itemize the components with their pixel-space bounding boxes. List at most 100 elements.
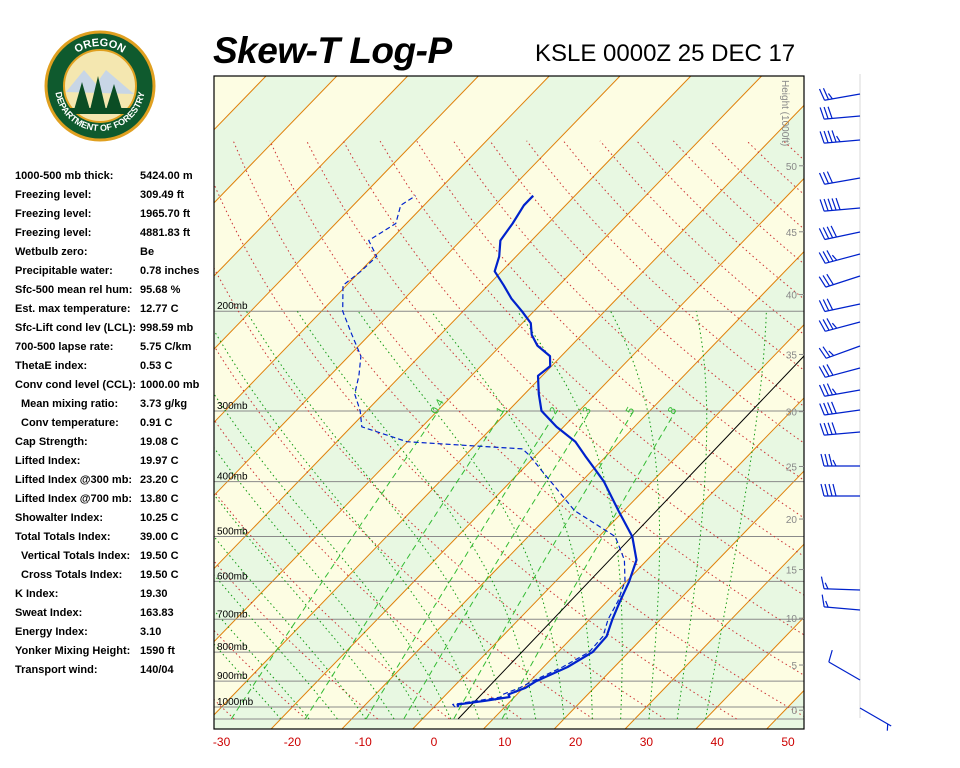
isotherm bbox=[838, 76, 960, 729]
index-value: 998.59 mb bbox=[140, 322, 194, 334]
wind-barb-feather bbox=[818, 276, 827, 288]
index-label: Showalter Index: bbox=[15, 512, 104, 524]
dry-adiabat bbox=[820, 141, 960, 719]
isotherm bbox=[553, 470, 804, 729]
isotherm bbox=[0, 76, 124, 729]
height-tick-label: 40 bbox=[786, 291, 798, 302]
wind-barb-staff bbox=[828, 661, 861, 681]
wind-barb-feather bbox=[823, 106, 829, 119]
svg-text:OREGON: OREGON bbox=[73, 37, 128, 56]
index-row: Mean mixing ratio: 3.73 g/kg bbox=[15, 396, 215, 415]
isotherm bbox=[214, 76, 479, 350]
dry-adiabat bbox=[214, 629, 307, 720]
index-label: Precipitable water: bbox=[15, 265, 113, 277]
mixing-ratio-line bbox=[365, 410, 558, 720]
wind-barb bbox=[818, 298, 861, 313]
isotherm bbox=[695, 616, 804, 729]
pressure-label: 400mb bbox=[217, 472, 248, 483]
wind-barb-feather bbox=[822, 88, 830, 100]
index-row: Conv cond level (CCL): 1000.00 mb bbox=[15, 377, 215, 396]
wind-barb-staff bbox=[824, 303, 861, 313]
moist-adiabat bbox=[214, 446, 423, 720]
wind-barb bbox=[859, 707, 892, 731]
wind-barb-feather bbox=[823, 130, 829, 143]
chart-title: Skew-T Log-P bbox=[213, 30, 452, 71]
wind-barb-feather bbox=[826, 273, 834, 285]
wind-barb bbox=[818, 318, 861, 332]
wind-barb-feather bbox=[827, 402, 833, 415]
wind-barb-feather bbox=[828, 649, 833, 663]
mixing-ratio-label: 1 bbox=[494, 405, 507, 416]
index-value: 12.77 C bbox=[140, 303, 179, 315]
wind-barb-feather bbox=[830, 225, 838, 238]
wind-barb-staff bbox=[825, 367, 861, 378]
index-value: 19.08 C bbox=[140, 436, 179, 448]
wind-barb-feather bbox=[836, 135, 841, 143]
wind-barb-feather bbox=[819, 199, 825, 212]
wind-barb-feather bbox=[831, 254, 838, 261]
height-tick-label: 45 bbox=[786, 228, 798, 239]
wind-barb-feather bbox=[828, 483, 833, 497]
wind-barb-staff bbox=[824, 409, 861, 416]
index-label: Lifted Index @700 mb: bbox=[15, 493, 133, 505]
index-value: Be bbox=[140, 246, 155, 258]
temperature-tick-label: -10 bbox=[355, 735, 373, 749]
index-row: Lifted Index @300 mb: 23.20 C bbox=[15, 472, 215, 491]
wind-barb-feather bbox=[822, 346, 831, 358]
index-label: Mean mixing ratio: bbox=[21, 398, 119, 410]
wind-barb-feather bbox=[832, 459, 837, 467]
wind-barb-feather bbox=[820, 483, 825, 497]
isotherm bbox=[214, 76, 692, 570]
pressure-label: 1000mb bbox=[217, 697, 254, 708]
pressure-label: 300mb bbox=[217, 401, 248, 412]
wind-barb bbox=[819, 106, 861, 120]
index-row: Cross Totals Index: 19.50 C bbox=[15, 567, 215, 586]
wind-barb bbox=[818, 250, 861, 264]
wind-barb-staff bbox=[859, 707, 892, 727]
index-value: 1590 ft bbox=[140, 645, 175, 657]
index-label: Vertical Totals Index: bbox=[21, 550, 131, 562]
wind-barb-feather bbox=[822, 251, 830, 263]
moist-adiabat bbox=[705, 311, 767, 720]
index-row: Lifted Index: 19.97 C bbox=[15, 453, 215, 472]
pressure-label: 200mb bbox=[217, 301, 248, 312]
temperature-tick-label: 10 bbox=[498, 735, 512, 749]
wind-barb-staff bbox=[824, 389, 861, 397]
temperature-line bbox=[456, 194, 638, 708]
wind-barb-feather bbox=[828, 453, 833, 467]
temperature-band bbox=[0, 76, 195, 729]
index-label: Yonker Mixing Height: bbox=[15, 645, 131, 657]
wind-barb-feather bbox=[827, 130, 833, 143]
index-label: Freezing level: bbox=[15, 189, 92, 201]
pressure-label: 500mb bbox=[217, 527, 248, 538]
mixing-ratio-label: 8 bbox=[666, 405, 679, 416]
index-row: ThetaE index: 0.53 C bbox=[15, 358, 215, 377]
wind-barb-staff bbox=[824, 139, 861, 144]
mixing-ratio-label: 3 bbox=[580, 405, 593, 416]
wind-barb-feather bbox=[818, 88, 826, 101]
index-label: Cap Strength: bbox=[15, 436, 88, 448]
isotherm bbox=[270, 177, 804, 729]
mixing-ratio-line bbox=[230, 410, 439, 720]
wind-barb-staff bbox=[824, 207, 861, 212]
wind-barb bbox=[820, 576, 861, 591]
wind-barb-feather bbox=[819, 423, 825, 436]
wind-barb-feather bbox=[822, 384, 830, 396]
wind-barb bbox=[821, 594, 861, 611]
wind-barb-feather bbox=[826, 364, 834, 376]
index-value: 4881.83 ft bbox=[140, 227, 191, 239]
isotherm bbox=[214, 76, 338, 204]
wind-barb-feather bbox=[823, 422, 829, 435]
index-value: 5424.00 m bbox=[140, 170, 193, 182]
pressure-label: 800mb bbox=[217, 642, 248, 653]
height-tick-label: 5 bbox=[791, 661, 797, 672]
wind-barb bbox=[818, 273, 861, 288]
moist-adiabat bbox=[214, 574, 338, 720]
wind-barb-feather bbox=[828, 350, 835, 357]
dry-adiabat bbox=[893, 141, 960, 719]
index-value: 3.73 g/kg bbox=[140, 398, 188, 410]
moist-adiabat bbox=[516, 310, 623, 720]
index-row: Conv temperature: 0.91 C bbox=[15, 415, 215, 434]
height-tick-label: 20 bbox=[786, 515, 798, 526]
wind-barb-feather bbox=[818, 320, 826, 332]
